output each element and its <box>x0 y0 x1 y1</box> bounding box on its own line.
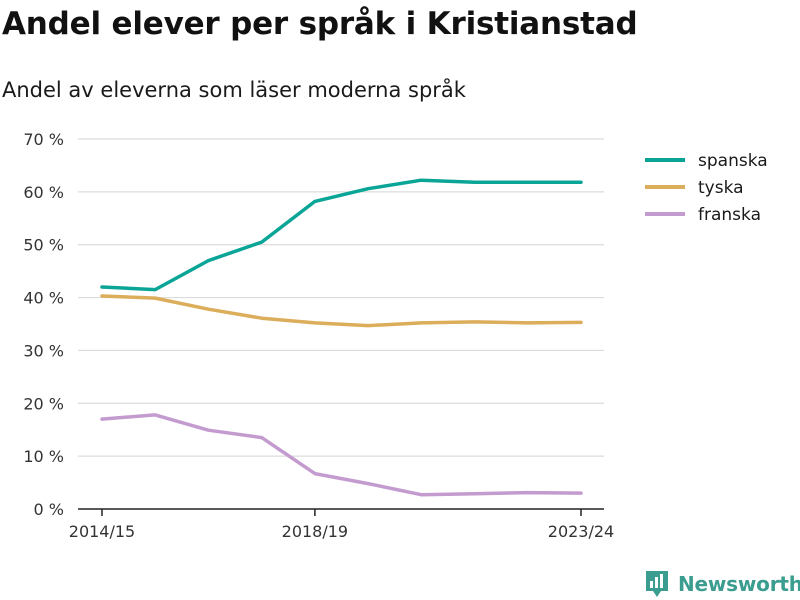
series-line-spanska <box>100 178 583 292</box>
x-tick-label: 2023/24 <box>548 522 614 541</box>
series-lines <box>100 178 583 497</box>
newsworthy-brand: Newsworthy <box>644 568 800 600</box>
y-tick-label: 60 % <box>23 183 64 202</box>
series-line-tyska <box>100 294 583 328</box>
y-tick-label: 70 % <box>23 130 64 149</box>
y-tick-label: 50 % <box>23 236 64 255</box>
newsworthy-logo-icon <box>646 571 668 597</box>
x-axis: 2014/15 2018/19 2023/24 <box>69 508 614 541</box>
y-tick-label: 0 % <box>34 500 64 519</box>
y-axis: 0 % 10 % 20 % 30 % 40 % 50 % 60 % 70 % <box>23 130 64 519</box>
y-tick-label: 30 % <box>23 341 64 360</box>
legend-label-tyska: tyska <box>698 178 744 198</box>
chart-subtitle: Andel av eleverna som läser moderna språ… <box>2 78 466 102</box>
x-tick-label: 2014/15 <box>69 522 135 541</box>
y-tick-label: 40 % <box>23 289 64 308</box>
grid-lines <box>78 138 604 457</box>
series-line-franska <box>100 413 583 497</box>
y-tick-label: 20 % <box>23 394 64 413</box>
legend-label-spanska: spanska <box>698 151 768 171</box>
brand-name: Newsworthy <box>678 572 800 596</box>
chart-title: Andel elever per språk i Kristianstad <box>2 6 638 42</box>
legend: spanska tyska franska <box>645 151 768 225</box>
y-tick-label: 10 % <box>23 447 64 466</box>
legend-label-franska: franska <box>698 205 761 225</box>
x-tick-label: 2018/19 <box>282 522 348 541</box>
